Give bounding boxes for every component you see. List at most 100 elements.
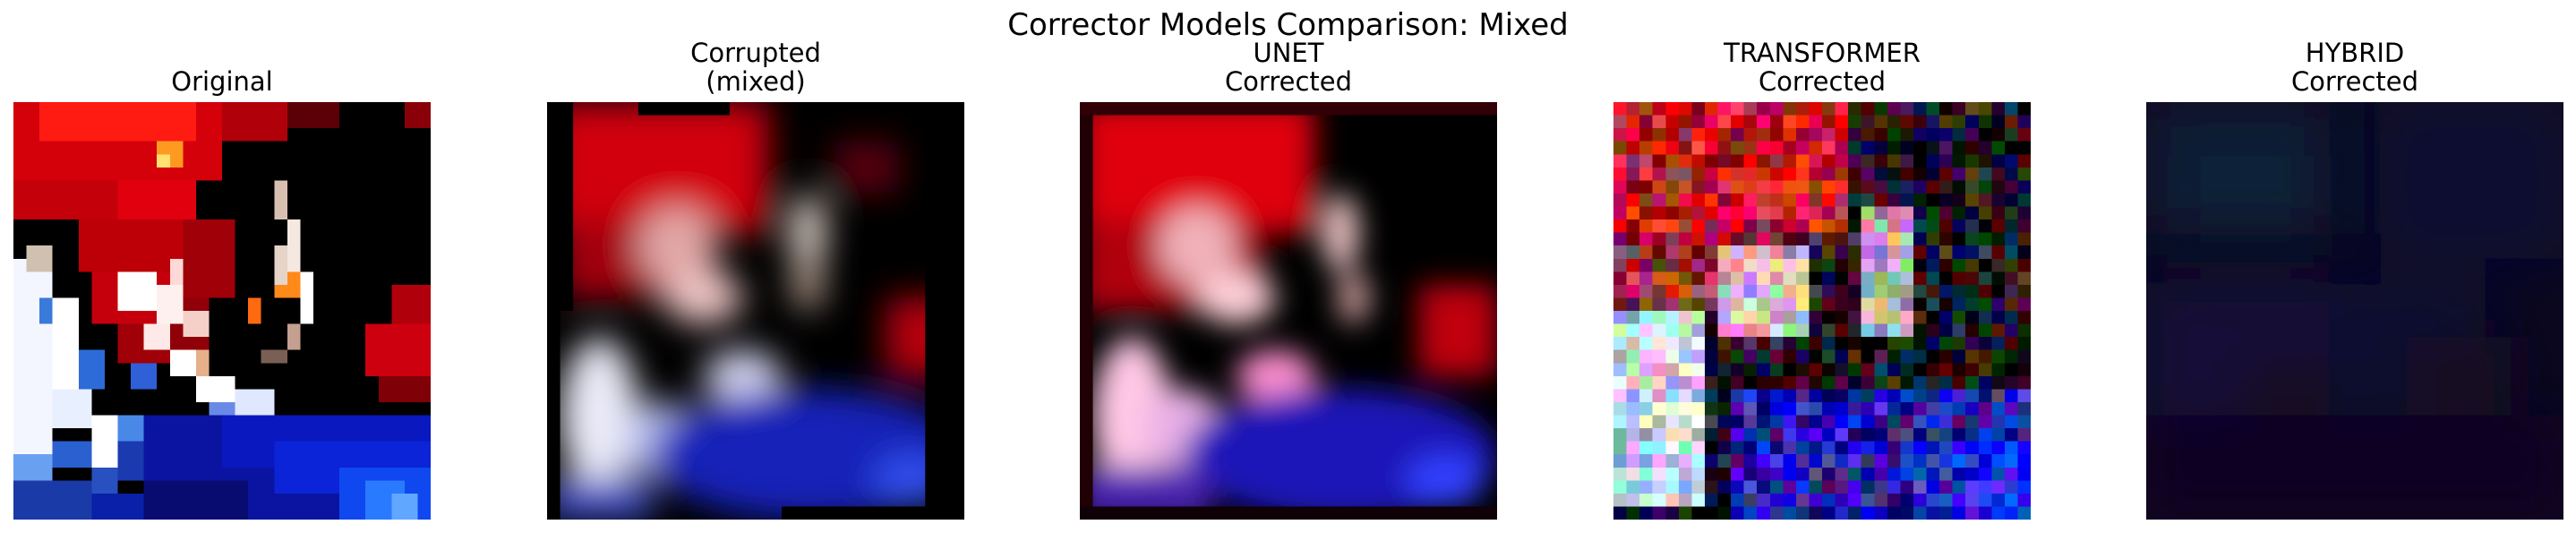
- noise-pixel: [1939, 141, 1953, 155]
- panel-title: HYBRID Corrected: [2146, 39, 2563, 96]
- noise-pixel: [1822, 363, 1836, 376]
- noise-pixel: [1678, 102, 1692, 116]
- noise-pixel: [1913, 415, 1927, 429]
- noise-pixel: [2004, 349, 2018, 364]
- noise-pixel: [1639, 323, 1653, 338]
- noise-pixel: [1965, 493, 1979, 507]
- noise-pixel: [1783, 467, 1796, 481]
- noise-pixel: [1626, 389, 1640, 402]
- noise-pixel: [1731, 219, 1744, 233]
- noise-pixel: [1861, 245, 1875, 259]
- noise-pixel: [1691, 128, 1705, 142]
- noise-pixel: [1704, 363, 1718, 376]
- noise-pixel: [1717, 454, 1732, 468]
- noise-pixel: [1783, 154, 1796, 168]
- noise-pixel: [1704, 337, 1718, 350]
- noise-pixel: [1874, 284, 1887, 298]
- noise-pixel: [1991, 141, 2005, 155]
- noise-pixel: [1717, 232, 1732, 246]
- noise-pixel: [1626, 232, 1640, 246]
- noise-pixel: [1795, 206, 1810, 220]
- noise-pixel: [1874, 506, 1887, 520]
- noise-pixel: [1691, 167, 1705, 181]
- noise-pixel: [1743, 232, 1758, 246]
- noise-pixel: [1678, 245, 1692, 259]
- noise-pixel: [1913, 441, 1927, 455]
- noise-pixel: [1639, 389, 1653, 402]
- noise-pixel: [1809, 102, 1822, 116]
- noise-pixel: [2004, 493, 2018, 507]
- noise-pixel: [1731, 245, 1744, 259]
- noise-pixel: [1822, 401, 1836, 416]
- noise-pixel: [1939, 180, 1953, 193]
- noise-pixel: [1757, 284, 1770, 298]
- noise-pixel: [1757, 323, 1770, 338]
- noise-pixel: [1691, 311, 1705, 324]
- noise-pixel: [1783, 115, 1796, 129]
- noise-pixel: [1769, 337, 1784, 350]
- noise-pixel: [1757, 206, 1770, 220]
- noise-pixel: [1991, 245, 2005, 259]
- noise-pixel: [1991, 311, 2005, 324]
- noise-pixel: [1704, 375, 1718, 390]
- noise-pixel: [1613, 389, 1627, 402]
- noise-pixel: [1769, 115, 1784, 129]
- noise-pixel: [1769, 454, 1784, 468]
- noise-pixel: [1743, 454, 1758, 468]
- noise-pixel: [1900, 193, 1913, 207]
- noise-pixel: [1978, 428, 1992, 442]
- noise-pixel: [1913, 323, 1927, 338]
- noise-pixel: [1626, 454, 1640, 468]
- noise-pixel: [1861, 128, 1875, 142]
- noise-pixel: [1913, 337, 1927, 350]
- noise-pixel: [1704, 323, 1718, 338]
- noise-pixel: [1900, 219, 1913, 233]
- noise-pixel: [1965, 284, 1979, 298]
- noise-pixel: [1965, 415, 1979, 429]
- noise-pixel: [2004, 115, 2018, 129]
- noise-pixel: [1626, 401, 1640, 416]
- noise-pixel: [2004, 297, 2018, 311]
- noise-pixel: [1822, 454, 1836, 468]
- panel-title-line: UNET: [1253, 38, 1324, 68]
- noise-pixel: [1874, 271, 1887, 285]
- noise-pixel: [1626, 154, 1640, 168]
- noise-pixel: [1861, 219, 1875, 233]
- noise-pixel: [1874, 297, 1887, 311]
- noise-pixel: [1835, 401, 1849, 416]
- noise-pixel: [1965, 349, 1979, 364]
- noise-pixel: [1978, 363, 1992, 376]
- noise-pixel: [1652, 349, 1666, 364]
- noise-pixel: [1613, 141, 1627, 155]
- noise-pixel: [1731, 363, 1744, 376]
- noise-pixel: [1991, 219, 2005, 233]
- noise-pixel: [1809, 493, 1822, 507]
- noise-pixel: [1717, 271, 1732, 285]
- noise-pixel: [1783, 258, 1796, 272]
- noise-pixel: [1900, 128, 1913, 142]
- noise-pixel: [1678, 323, 1692, 338]
- noise-pixel: [1731, 375, 1744, 390]
- noise-pixel: [1731, 323, 1744, 338]
- noise-pixel: [1952, 493, 1966, 507]
- noise-pixel: [1861, 154, 1875, 168]
- noise-pixel: [1835, 115, 1849, 129]
- noise-pixel: [1887, 323, 1901, 338]
- noise-pixel: [1783, 441, 1796, 455]
- noise-pixel: [1900, 337, 1913, 350]
- noise-pixel: [1900, 493, 1913, 507]
- noise-pixel: [1704, 128, 1718, 142]
- noise-pixel: [1822, 467, 1836, 481]
- noise-pixel: [1731, 193, 1744, 207]
- noise-pixel: [1900, 480, 1913, 494]
- panel-corrupted: Corrupted (mixed): [547, 0, 964, 533]
- noise-pixel: [1887, 128, 1901, 142]
- noise-pixel: [1809, 128, 1822, 142]
- noise-pixel: [2017, 401, 2031, 416]
- noise-pixel: [1678, 311, 1692, 324]
- noise-pixel: [1952, 245, 1966, 259]
- noise-pixel: [1809, 415, 1822, 429]
- noise-pixel: [1678, 428, 1692, 442]
- noise-pixel: [1665, 415, 1679, 429]
- noise-pixel: [1913, 297, 1927, 311]
